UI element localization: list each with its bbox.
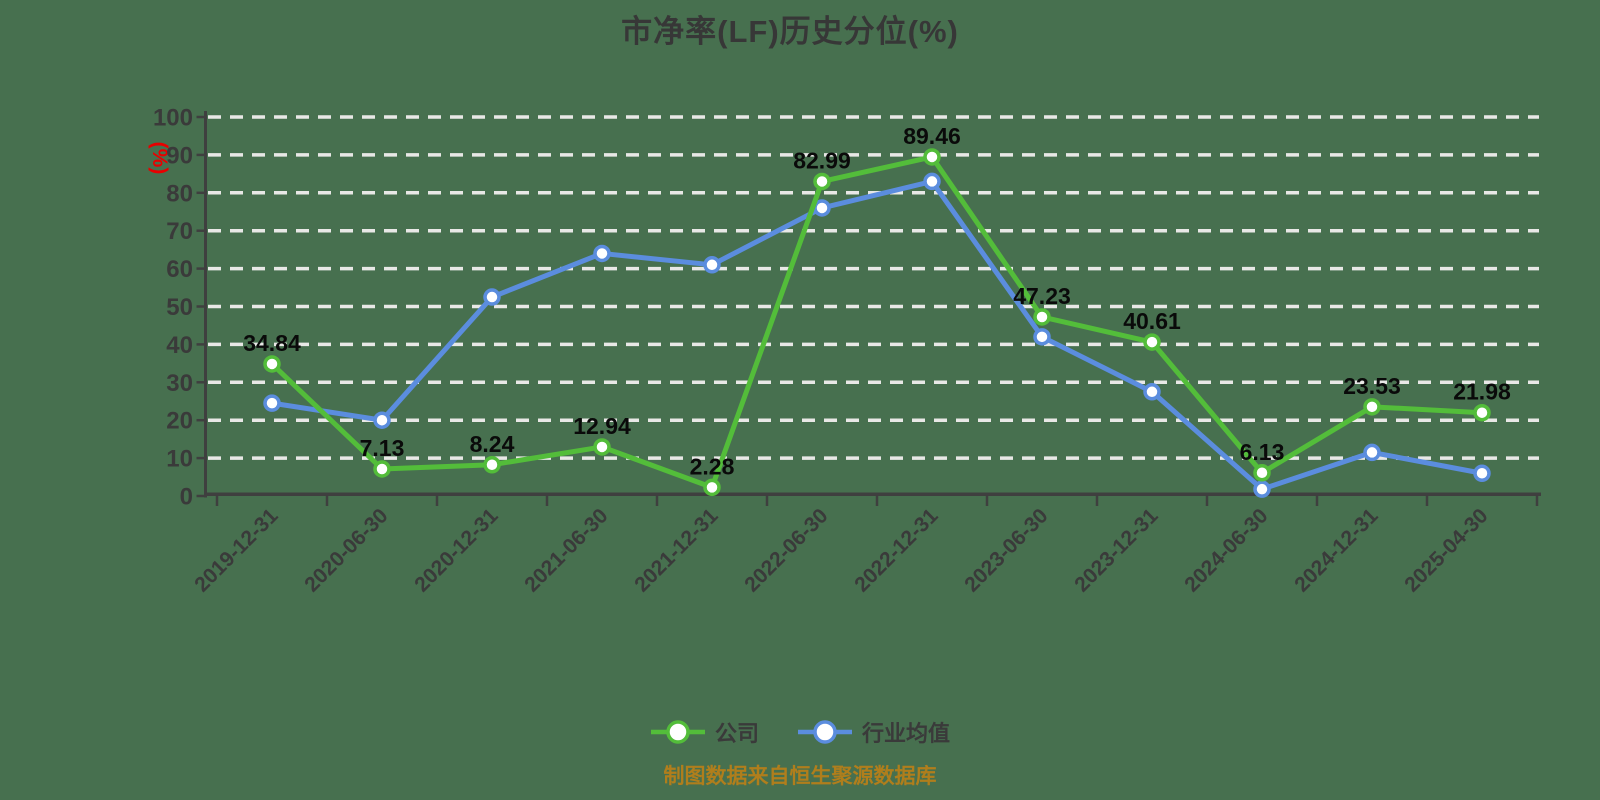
industry-average-series-marker (1473, 464, 1491, 483)
legend-item-company[interactable]: 公司 (650, 716, 759, 748)
company-series-marker (1033, 308, 1051, 326)
company-series-marker (263, 355, 281, 373)
industry-average-series-marker (923, 172, 941, 191)
legend-label-company: 公司 (714, 721, 759, 746)
company-point-label: 6.13 (1240, 439, 1285, 465)
x-axis-tick-label: 2025-04-30 (1400, 504, 1492, 596)
company-series-marker (373, 460, 391, 478)
x-axis-tick-label: 2024-06-30 (1180, 504, 1272, 596)
company-series-marker (1473, 403, 1491, 422)
company-point-label: 34.84 (243, 330, 301, 356)
x-axis-tick-label: 2022-12-31 (850, 504, 942, 596)
company-point-label: 47.23 (1013, 283, 1071, 309)
industry-average-series-marker (1033, 328, 1051, 346)
x-axis-tick-label: 2024-12-31 (1290, 504, 1382, 596)
y-axis-tick-label: 40 (166, 332, 193, 359)
company-series-line (269, 154, 1485, 490)
y-axis-tick-label: 80 (166, 180, 193, 207)
x-axis-tick-label: 2023-06-30 (960, 504, 1052, 596)
y-axis-tick-label: 70 (166, 218, 193, 245)
industry-average-legend-marker-icon (798, 720, 852, 744)
data-source-caption: 制图数据来自恒生聚源数据库 (663, 765, 937, 788)
y-axis-tick-label: 100 (153, 105, 193, 132)
x-axis-tick-label: 2020-06-30 (300, 504, 392, 596)
x-axis-tick-label: 2022-06-30 (740, 504, 832, 596)
x-axis-tick-label: 2019-12-31 (190, 504, 282, 596)
company-point-label: 40.61 (1123, 308, 1181, 334)
industry-average-series-marker (703, 256, 721, 274)
chart-title: 市净率(LF)历史分位(%) (621, 14, 959, 49)
x-axis-tick-label: 2021-12-31 (630, 504, 722, 596)
company-series-marker (1143, 333, 1161, 351)
company-legend-marker-icon (650, 720, 705, 744)
y-axis-tick-label: 60 (166, 256, 193, 283)
legend-item-industry-average[interactable]: 行业均值 (797, 716, 950, 748)
industry-average-series-marker (373, 411, 391, 429)
company-point-label: 82.99 (793, 147, 851, 173)
y-axis-tick-label: 20 (166, 408, 193, 435)
industry-average-series-marker (483, 288, 501, 306)
industry-average-series-marker (813, 199, 831, 217)
company-point-label: 12.94 (573, 413, 631, 439)
company-point-label: 21.98 (1453, 379, 1511, 405)
legend-label-industry-average: 行业均值 (862, 721, 951, 746)
company-series-marker (813, 172, 831, 191)
company-point-label: 89.46 (903, 123, 961, 149)
y-axis-tick-label: 0 (180, 484, 193, 511)
industry-average-series-marker (1143, 383, 1161, 401)
x-axis-tick-label: 2023-12-31 (1070, 504, 1162, 596)
company-point-label: 7.13 (360, 435, 405, 461)
y-axis-tick-label: 10 (166, 446, 193, 473)
company-series-marker (1253, 464, 1271, 482)
company-point-label: 8.24 (470, 431, 515, 457)
industry-average-series-line (269, 178, 1485, 492)
industry-average-series-marker (1363, 443, 1381, 462)
company-series-marker (703, 478, 721, 497)
x-axis-tick-label: 2020-12-31 (410, 504, 502, 596)
company-series-marker (923, 148, 941, 166)
legend: 公司 行业均值 (0, 716, 1600, 748)
industry-average-series-marker (593, 244, 611, 263)
company-point-label: 2.28 (690, 453, 735, 479)
company-series-marker (1363, 398, 1381, 416)
x-axis-tick-label: 2021-06-30 (520, 504, 612, 596)
industry-average-series-marker (263, 394, 281, 412)
company-point-label: 23.53 (1343, 373, 1401, 399)
y-axis-tick-label: 50 (166, 294, 193, 321)
industry-average-series-marker (1253, 480, 1271, 498)
y-axis-tick-label: 90 (166, 142, 193, 169)
company-series-marker (593, 438, 611, 456)
y-axis-tick-label: 30 (166, 370, 193, 397)
company-series-marker (483, 456, 501, 474)
